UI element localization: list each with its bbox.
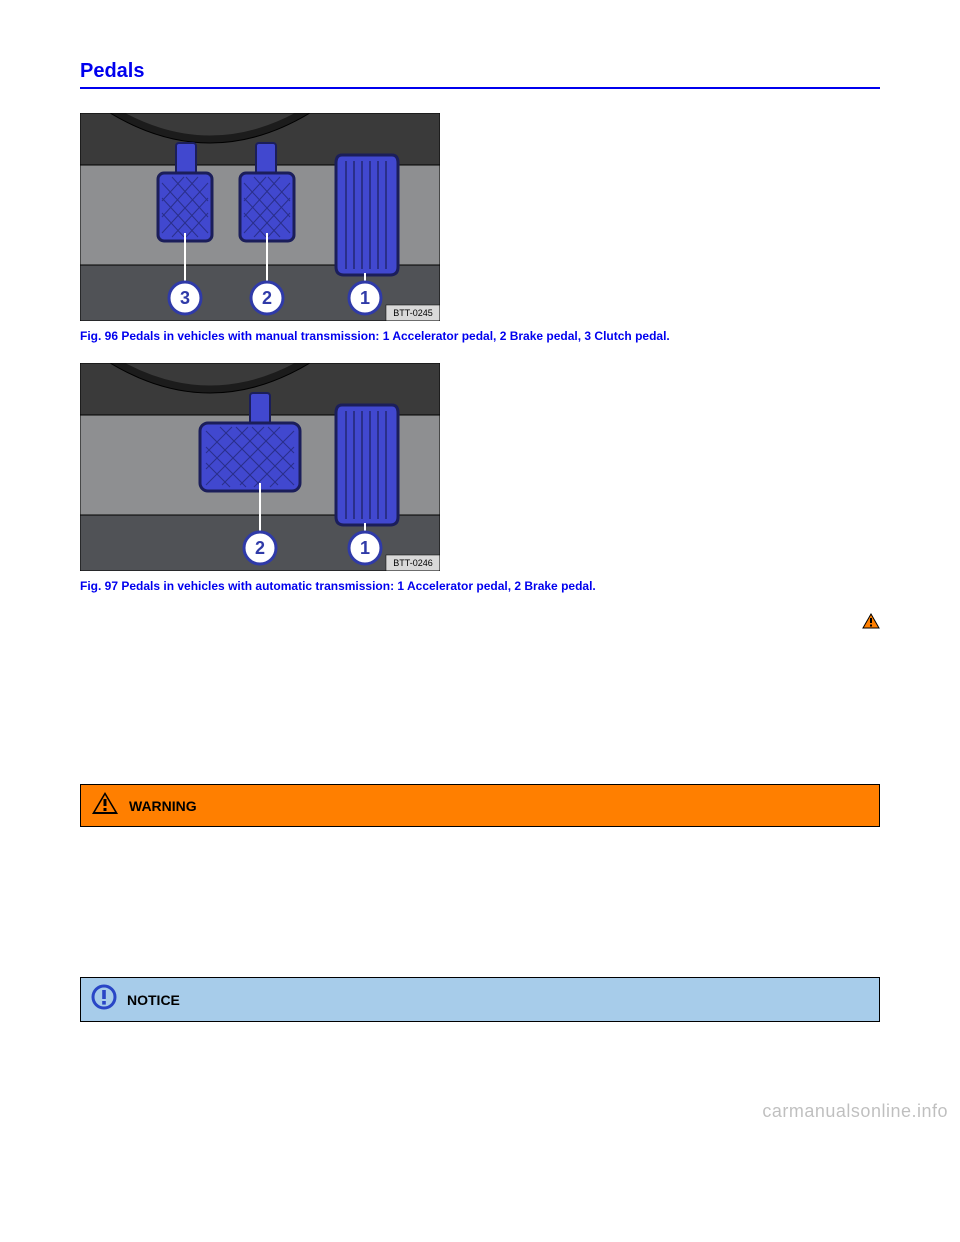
- section-title: Pedals: [80, 60, 880, 83]
- figure-96-tag: BTT-0245: [393, 308, 433, 318]
- warning-icon: [862, 613, 880, 634]
- notice-label: NOTICE: [127, 992, 180, 1008]
- notice-icon: [91, 984, 117, 1015]
- svg-text:3: 3: [180, 288, 190, 308]
- figure-97-caption: Fig. 97 Pedals in vehicles with automati…: [80, 579, 880, 593]
- svg-text:2: 2: [262, 288, 272, 308]
- figure-97-tag: BTT-0246: [393, 558, 433, 568]
- figure-96: 3 2 1 BTT-0245: [80, 113, 440, 321]
- warning-box: WARNING: [80, 784, 880, 827]
- pedal-label-1b: 1: [349, 532, 381, 564]
- watermark: carmanualsonline.info: [762, 1101, 948, 1122]
- figure-97: 2 1 BTT-0246: [80, 363, 440, 571]
- svg-text:1: 1: [360, 288, 370, 308]
- pedal-label-3: 3: [169, 282, 201, 314]
- warning-triangle-icon: [91, 791, 119, 820]
- pedal-label-2b: 2: [244, 532, 276, 564]
- pedal-label-2: 2: [251, 282, 283, 314]
- svg-text:1: 1: [360, 538, 370, 558]
- warning-label: WARNING: [129, 798, 197, 814]
- notice-box: NOTICE: [80, 977, 880, 1022]
- pedal-label-1: 1: [349, 282, 381, 314]
- title-divider: [80, 87, 880, 89]
- figure-96-caption: Fig. 96 Pedals in vehicles with manual t…: [80, 329, 880, 343]
- svg-text:2: 2: [255, 538, 265, 558]
